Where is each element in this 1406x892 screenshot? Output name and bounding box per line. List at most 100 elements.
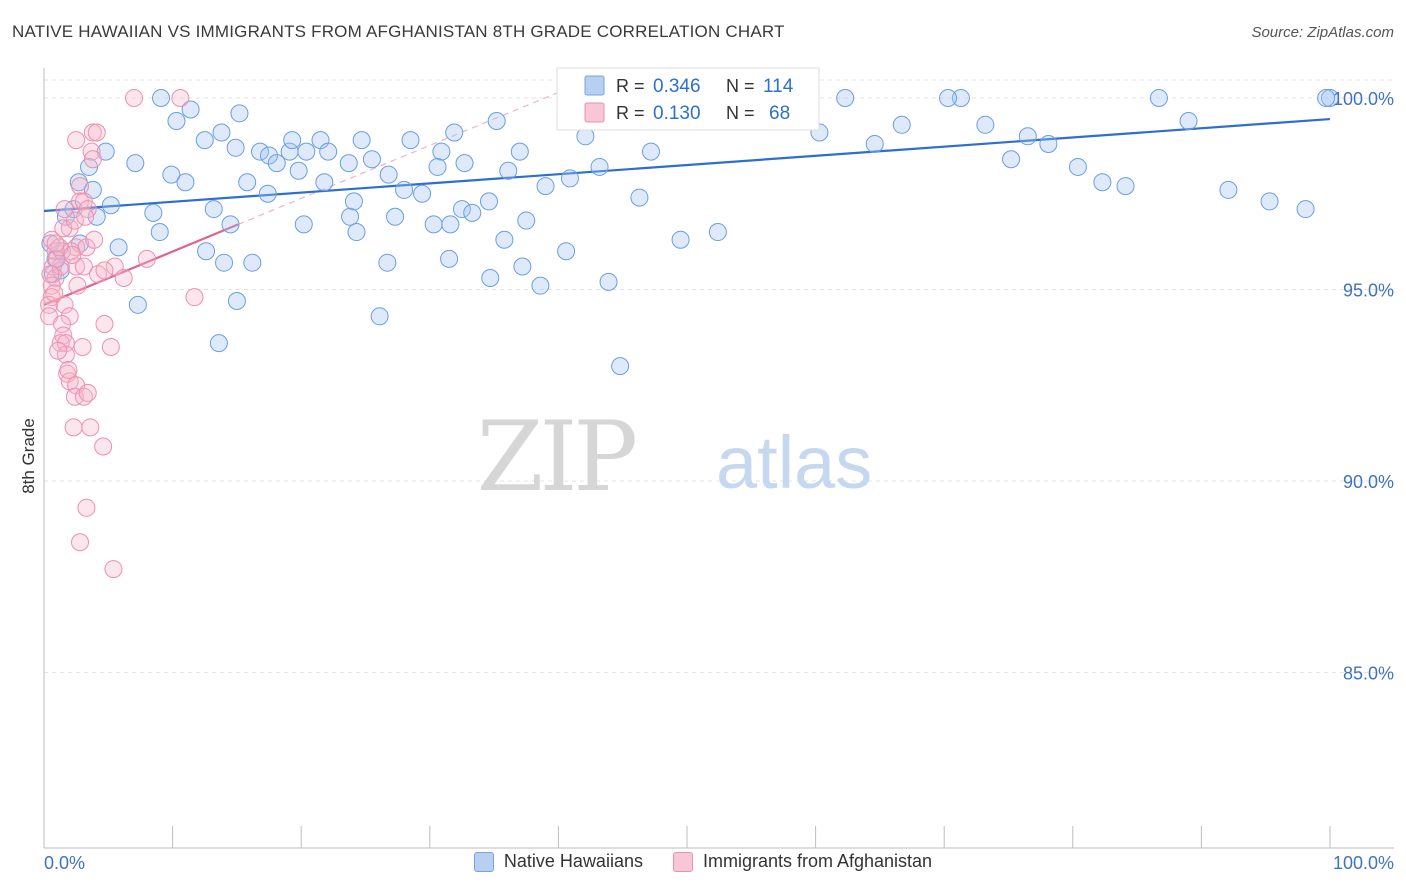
point-afghanistan	[101, 337, 120, 356]
point-native-hawaiian	[386, 207, 405, 226]
gridlines	[44, 79, 1394, 673]
y-tick-labels: 85.0% 90.0% 95.0% 100.0%	[1333, 89, 1394, 684]
point-native-hawaiian	[347, 223, 366, 242]
point-native-hawaiian	[379, 165, 398, 184]
point-native-hawaiian	[441, 215, 460, 234]
point-native-hawaiian	[258, 184, 277, 203]
point-native-hawaiian	[212, 123, 231, 142]
legend-item-immigrants-afghanistan[interactable]: Immigrants from Afghanistan	[672, 851, 933, 872]
point-native-hawaiian	[495, 230, 514, 249]
point-native-hawaiian	[126, 154, 145, 173]
point-native-hawaiian	[378, 253, 397, 272]
point-native-hawaiian	[221, 215, 240, 234]
point-native-hawaiian	[428, 157, 447, 176]
point-native-hawaiian	[479, 192, 498, 211]
point-afghanistan	[65, 211, 84, 230]
stats-n-value-pink: 68	[769, 103, 790, 124]
point-native-hawaiian	[109, 238, 128, 257]
point-afghanistan	[68, 276, 87, 295]
point-native-hawaiian	[128, 295, 147, 314]
point-afghanistan	[74, 257, 93, 276]
point-native-hawaiian	[671, 230, 690, 249]
point-native-hawaiian	[531, 276, 550, 295]
trend-line-native-hawaiians	[43, 117, 1331, 213]
point-native-hawaiian	[362, 150, 381, 169]
x-tick-label-max: 100.0%	[1333, 853, 1394, 873]
point-native-hawaiian	[1093, 173, 1112, 192]
point-native-hawaiian	[339, 154, 358, 173]
stats-legend: R = 0.346 N = 114 R = 0.130 N = 68	[556, 67, 820, 131]
stats-swatch-blue	[584, 75, 605, 96]
point-native-hawaiian	[152, 89, 171, 107]
stats-r-value-pink: 0.130	[653, 103, 701, 124]
point-native-hawaiian	[195, 131, 214, 150]
legend-item-native-hawaiians[interactable]: Native Hawaiians	[473, 851, 643, 872]
point-native-hawaiian	[951, 89, 970, 107]
point-afghanistan	[67, 131, 86, 150]
point-native-hawaiian	[215, 253, 234, 272]
point-afghanistan	[73, 337, 92, 356]
point-afghanistan	[85, 230, 104, 249]
point-afghanistan	[59, 360, 78, 379]
point-native-hawaiian	[251, 142, 270, 161]
point-native-hawaiian	[939, 89, 958, 107]
point-native-hawaiian	[1002, 150, 1021, 169]
point-native-hawaiian	[230, 104, 249, 123]
point-native-hawaiian	[976, 115, 995, 134]
point-afghanistan	[83, 150, 102, 169]
point-native-hawaiian	[167, 111, 186, 130]
point-afghanistan	[71, 533, 90, 552]
point-native-hawaiian	[319, 142, 338, 161]
point-afghanistan	[64, 418, 83, 437]
point-afghanistan	[55, 295, 74, 314]
point-native-hawaiian	[1321, 89, 1339, 107]
point-native-hawaiian	[599, 272, 618, 291]
stats-n-value-blue: 114	[763, 76, 794, 97]
point-native-hawaiian	[227, 291, 246, 310]
y-axis-label: 8th Grade	[19, 418, 38, 494]
legend-swatch-blue	[473, 851, 494, 872]
point-native-hawaiian	[630, 188, 649, 207]
point-native-hawaiian	[892, 115, 911, 134]
point-native-hawaiian	[1317, 89, 1336, 107]
point-native-hawaiian	[1296, 200, 1315, 219]
point-afghanistan	[171, 89, 190, 107]
point-native-hawaiian	[452, 200, 471, 219]
point-native-hawaiian	[1219, 180, 1238, 199]
point-native-hawaiian	[510, 142, 529, 161]
point-afghanistan	[53, 314, 72, 333]
point-native-hawaiian	[557, 242, 576, 261]
point-native-hawaiian	[836, 89, 855, 107]
point-native-hawaiian	[238, 173, 257, 192]
point-native-hawaiian	[445, 123, 464, 142]
watermark-zip: ZIP	[477, 401, 636, 513]
y-tick-label: 90.0%	[1343, 472, 1394, 492]
point-native-hawaiian	[513, 257, 532, 276]
point-afghanistan	[63, 246, 82, 265]
point-native-hawaiian	[294, 215, 313, 234]
point-afghanistan	[71, 177, 90, 196]
point-native-hawaiian	[536, 177, 555, 196]
point-afghanistan	[114, 269, 133, 288]
y-tick-label: 85.0%	[1343, 664, 1394, 684]
point-afghanistan	[87, 123, 106, 142]
point-native-hawaiian	[517, 211, 536, 230]
point-afghanistan	[77, 498, 96, 517]
point-afghanistan	[104, 560, 123, 579]
point-native-hawaiian	[226, 138, 245, 157]
stats-swatch-pink	[584, 102, 605, 123]
point-afghanistan	[83, 123, 102, 142]
point-afghanistan	[55, 200, 74, 219]
point-native-hawaiian	[481, 269, 500, 288]
point-afghanistan	[41, 265, 60, 284]
data-points	[40, 89, 1339, 579]
legend-label: Immigrants from Afghanistan	[702, 851, 933, 871]
point-afghanistan	[77, 238, 96, 257]
stats-r-label-pink: R =	[616, 103, 645, 123]
point-native-hawaiian	[708, 223, 727, 242]
point-native-hawaiian	[144, 203, 163, 222]
point-native-hawaiian	[297, 142, 316, 161]
point-native-hawaiian	[209, 334, 228, 353]
legend-label: Native Hawaiians	[503, 851, 643, 871]
